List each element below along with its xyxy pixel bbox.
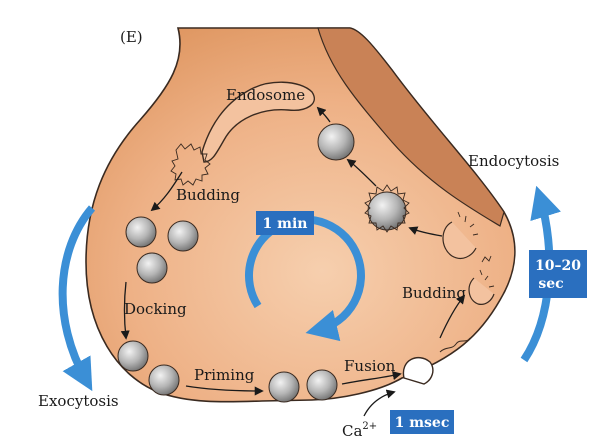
labels: (E) Endosome Budding Endocytosis Docking… bbox=[38, 28, 559, 440]
clathrin-coated-vesicle bbox=[364, 184, 410, 233]
exocytosis-cycle-arrow bbox=[58, 205, 96, 392]
label-calcium: Ca2+ bbox=[342, 421, 377, 440]
timescale-10-20-text: 10–20 bbox=[535, 258, 581, 274]
label-budding-right: Budding bbox=[402, 284, 466, 302]
endosome-budding-coat bbox=[170, 143, 211, 186]
vesicle bbox=[136, 252, 168, 284]
label-budding-top: Budding bbox=[176, 186, 240, 204]
membrane-ripple bbox=[439, 337, 471, 353]
axon-membrane-band bbox=[317, 27, 505, 227]
label-docking: Docking bbox=[124, 300, 187, 318]
timescale-1msec-text: 1 msec bbox=[395, 415, 450, 431]
arrow-pit-to-coated-vesicle bbox=[408, 226, 443, 237]
coated-pit-lower bbox=[468, 277, 495, 305]
vesicle bbox=[167, 220, 199, 252]
timescale-box-1msec bbox=[390, 410, 454, 434]
endocytic-pits bbox=[439, 211, 495, 353]
timescale-bottom: 1 msec bbox=[390, 410, 454, 434]
timescale-sec-text: sec bbox=[538, 276, 563, 292]
pathway-arrows bbox=[120, 106, 466, 417]
arrow-vesicle-to-endosome bbox=[316, 106, 331, 123]
arrow-budding-up bbox=[439, 294, 466, 339]
panel-label: (E) bbox=[120, 28, 143, 46]
fusion-pore bbox=[402, 357, 434, 385]
endosome bbox=[170, 81, 315, 186]
calcium-superscript: 2+ bbox=[362, 421, 377, 432]
timescale-box-1min bbox=[256, 211, 314, 235]
arrow-priming bbox=[185, 385, 264, 396]
vesicle bbox=[117, 340, 149, 372]
center-cycle-arrow bbox=[245, 215, 365, 342]
timescale-box-10-20sec bbox=[529, 250, 587, 298]
vesicle bbox=[306, 369, 338, 401]
label-fusion: Fusion bbox=[344, 357, 396, 375]
label-exocytosis: Exocytosis bbox=[38, 392, 119, 410]
coated-pit-upper bbox=[442, 221, 477, 260]
arrow-fusion bbox=[341, 371, 402, 385]
arrow-coated-to-vesicle bbox=[346, 158, 377, 187]
vesicle bbox=[317, 123, 355, 161]
calcium-base: Ca bbox=[342, 422, 362, 440]
vesicle bbox=[125, 216, 157, 248]
label-endocytosis: Endocytosis bbox=[468, 152, 559, 170]
timescale-center: 1 min bbox=[256, 211, 314, 235]
timescale-1min-text: 1 min bbox=[263, 216, 308, 232]
vesicles bbox=[117, 123, 410, 403]
label-endosome: Endosome bbox=[226, 86, 305, 104]
arrow-to-docking bbox=[120, 281, 130, 340]
arrow-endosome-to-budding bbox=[150, 171, 183, 212]
vesicle bbox=[268, 371, 300, 403]
label-priming: Priming bbox=[194, 366, 255, 384]
vesicle bbox=[148, 364, 180, 396]
timescale-right: 10–20 sec bbox=[529, 250, 587, 298]
arrow-calcium bbox=[363, 389, 396, 417]
